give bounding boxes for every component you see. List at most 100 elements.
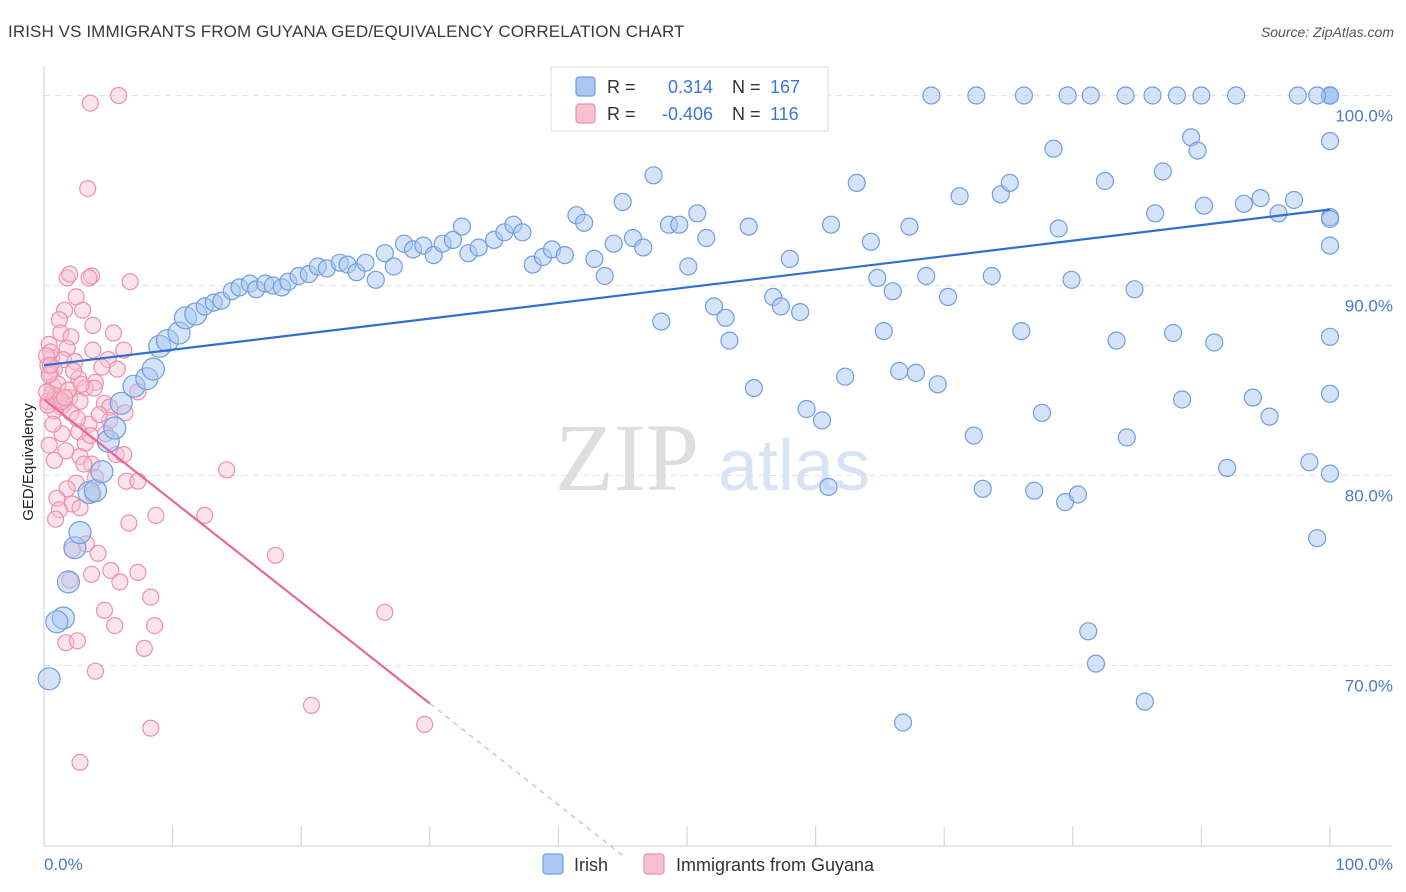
irish-point <box>847 173 866 192</box>
irish-point <box>613 192 632 211</box>
guyana-point <box>120 514 138 532</box>
guyana-point <box>135 639 153 658</box>
y-tick-label: 90.0% <box>1345 297 1393 316</box>
legend-r-label-guyana: R = <box>607 104 636 124</box>
irish-point <box>739 217 758 236</box>
irish-point <box>652 312 671 331</box>
irish-point <box>861 232 880 251</box>
irish-trend-line <box>43 208 1331 367</box>
irish-point <box>1164 323 1183 343</box>
irish-point <box>1081 86 1100 105</box>
guyana-point <box>142 719 160 737</box>
guyana-point <box>68 409 87 428</box>
irish-point <box>1188 141 1207 160</box>
irish-point <box>791 303 810 322</box>
irish-point <box>141 357 165 381</box>
irish-point <box>744 379 763 398</box>
irish-point <box>1153 162 1172 181</box>
bottom-legend-label-irish: Irish <box>574 855 608 875</box>
irish-point <box>1234 194 1253 213</box>
irish-point <box>109 391 133 415</box>
irish-point <box>644 166 663 185</box>
guyana-point <box>50 311 69 329</box>
irish-point <box>103 416 127 440</box>
irish-point <box>469 238 488 257</box>
guyana-point <box>68 632 87 650</box>
irish-point <box>670 215 689 234</box>
irish-point <box>513 223 532 242</box>
guyana-trend-extension <box>429 703 624 856</box>
irish-point <box>1227 86 1246 105</box>
irish-point <box>819 477 838 496</box>
y-tick-label: 100.0% <box>1335 107 1393 126</box>
trend-lines <box>43 208 1331 856</box>
irish-point <box>1192 86 1211 105</box>
irish-point <box>1173 390 1192 409</box>
irish-point <box>68 520 92 545</box>
guyana-trend-line <box>43 398 431 705</box>
irish-point <box>452 217 472 236</box>
guyana-point <box>55 301 74 319</box>
y-axis-title: GED/Equivalency <box>20 403 37 521</box>
guyana-points <box>37 86 434 772</box>
irish-point <box>1062 270 1081 289</box>
guyana-point <box>106 616 124 635</box>
guyana-point <box>46 510 65 528</box>
guyana-point <box>196 506 214 525</box>
irish-point <box>1284 190 1304 210</box>
legend-swatch-guyana <box>575 103 596 124</box>
irish-point <box>595 266 614 286</box>
y-tick-label: 80.0% <box>1345 487 1393 506</box>
irish-point <box>375 244 394 263</box>
irish-point <box>1032 403 1052 422</box>
legend-box: R = 0.314 N = 167 R = -0.406 N = 116 <box>550 66 829 132</box>
irish-point <box>1107 331 1126 350</box>
irish-point <box>928 375 947 394</box>
guyana-point <box>45 451 63 469</box>
bottom-legend-swatch-irish <box>542 853 564 875</box>
irish-point <box>836 367 855 386</box>
guyana-point <box>71 753 89 772</box>
irish-point <box>555 246 574 265</box>
guyana-point <box>145 616 164 635</box>
irish-point <box>1125 280 1144 299</box>
irish-point <box>964 426 983 445</box>
irish-point <box>366 270 385 289</box>
irish-point <box>1000 173 1019 192</box>
bottom-legend-swatch-guyana <box>643 853 665 875</box>
irish-point <box>1143 86 1162 105</box>
irish-point <box>1068 485 1088 504</box>
irish-point <box>874 322 893 341</box>
irish-point <box>356 253 375 272</box>
guyana-point <box>82 565 101 583</box>
irish-point <box>697 228 716 248</box>
guyana-point <box>37 383 56 401</box>
irish-point <box>585 249 604 268</box>
irish-point <box>812 411 832 430</box>
irish-point <box>1300 453 1319 472</box>
bottom-legend-label-guyana: Immigrants from Guyana <box>676 855 875 875</box>
guyana-point <box>80 269 98 287</box>
irish-point <box>982 266 1001 286</box>
irish-point <box>575 213 594 232</box>
guyana-point <box>75 455 93 473</box>
irish-point <box>1049 219 1068 238</box>
guyana-point <box>86 373 105 391</box>
guyana-point <box>55 389 74 407</box>
irish-point <box>1079 622 1098 641</box>
source-credit: Source: ZipAtlas.com <box>1260 24 1394 40</box>
guyana-point <box>147 506 165 525</box>
legend-swatch-irish <box>575 76 596 97</box>
irish-point <box>780 249 799 268</box>
irish-point <box>1058 86 1077 105</box>
irish-point <box>1320 132 1340 151</box>
guyana-point <box>142 588 160 606</box>
legend-r-value-guyana: -0.406 <box>662 104 713 124</box>
irish-point <box>883 282 902 301</box>
irish-point <box>967 86 986 105</box>
guyana-point <box>81 94 99 112</box>
irish-point <box>1146 204 1165 223</box>
irish-point <box>1218 458 1237 477</box>
irish-point <box>1308 529 1327 548</box>
